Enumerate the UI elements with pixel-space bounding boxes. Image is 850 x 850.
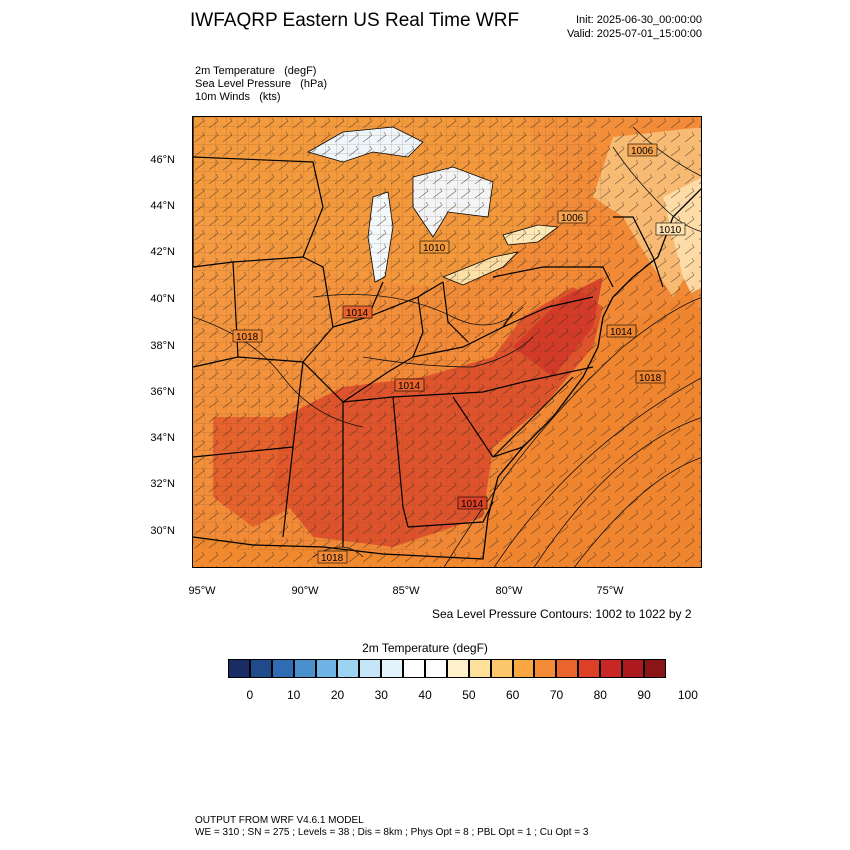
colorbar (228, 659, 666, 678)
coastline (193, 188, 701, 560)
colorbar-swatch (534, 659, 557, 678)
colorbar-tick-label: 90 (637, 688, 651, 702)
pressure-label: 1014 (461, 499, 484, 510)
colorbar-swatch (556, 659, 579, 678)
time-info: Init: 2025-06-30_00:00:00 Valid: 2025-07… (567, 13, 702, 41)
lat-label: 34°N (150, 432, 175, 444)
field-temperature: 2m Temperature (degF) (195, 65, 317, 77)
pressure-label: 1014 (398, 381, 421, 392)
pressure-label: 1014 (346, 308, 369, 319)
lon-label: 75°W (596, 585, 624, 597)
model-config: WE = 310 ; SN = 275 ; Levels = 38 ; Dis … (195, 827, 589, 838)
model-info: OUTPUT FROM WRF V4.6.1 MODEL WE = 310 ; … (195, 815, 588, 839)
init-time: Init: 2025-06-30_00:00:00 (576, 14, 702, 26)
colorbar-swatch (446, 659, 469, 678)
colorbar-swatch (490, 659, 513, 678)
pressure-label: 1010 (659, 225, 682, 236)
colorbar-swatch (512, 659, 535, 678)
colorbar-swatch (468, 659, 491, 678)
colorbar-tick-label: 80 (593, 688, 607, 702)
colorbar-tick-label: 30 (374, 688, 388, 702)
colorbar-tick-label: 50 (462, 688, 476, 702)
map-title: IWFAQRP Eastern US Real Time WRF (190, 10, 520, 31)
colorbar-swatch (228, 659, 250, 678)
colorbar-tick-label: 20 (330, 688, 345, 702)
colorbar-tick-label: 60 (506, 688, 520, 702)
colorbar-title: 2m Temperature (degF) (362, 641, 488, 655)
colorbar-swatch (381, 659, 404, 678)
pressure-label: 1006 (561, 213, 584, 224)
lat-label: 44°N (150, 200, 175, 212)
colorbar-swatch (249, 659, 272, 678)
map-svg: 1006 1006 1010 1010 1014 1014 1014 1018 … (193, 117, 701, 567)
colorbar-swatch (622, 659, 644, 678)
model-version: OUTPUT FROM WRF V4.6.1 MODEL (195, 815, 364, 826)
colorbar-tick-label: 0 (246, 688, 254, 702)
colorbar-tick-label: 40 (418, 688, 432, 702)
lat-label: 32°N (150, 478, 175, 490)
lat-label: 36°N (150, 386, 175, 398)
pressure-label-group: 1006 1006 1010 1010 1014 1014 1014 1018 … (232, 143, 686, 564)
colorbar-swatch (293, 659, 316, 678)
colorbar-swatch (578, 659, 601, 678)
pressure-label: 1018 (639, 373, 662, 384)
colorbar-ticks: 0 10 20 30 40 50 60 70 80 90 100 (228, 688, 698, 704)
lon-label: 95°W (188, 585, 216, 597)
colorbar-swatch (315, 659, 338, 678)
lon-label: 85°W (392, 585, 420, 597)
colorbar-tick-label: 100 (677, 688, 698, 702)
colorbar-swatch (600, 659, 623, 678)
lat-label: 30°N (150, 525, 175, 537)
colorbar-swatch (643, 659, 666, 678)
lon-label: 80°W (495, 585, 523, 597)
colorbar-swatch (337, 659, 360, 678)
colorbar-tick-label: 70 (549, 688, 564, 702)
weather-map: 1006 1006 1010 1010 1014 1014 1014 1018 … (192, 116, 702, 568)
state-borders (193, 117, 664, 547)
pressure-label: 1014 (610, 327, 633, 338)
field-pressure: Sea Level Pressure (hPa) (195, 78, 328, 90)
valid-time: Valid: 2025-07-01_15:00:00 (567, 28, 702, 40)
lat-label: 40°N (150, 293, 175, 305)
pressure-label: 1018 (321, 553, 344, 564)
pressure-label: 1018 (236, 332, 259, 343)
lat-label: 42°N (150, 246, 175, 258)
colorbar-swatch (271, 659, 294, 678)
field-list: 2m Temperature (degF) Sea Level Pressure… (195, 65, 327, 104)
colorbar-swatch (359, 659, 382, 678)
contour-note: Sea Level Pressure Contours: 1002 to 102… (432, 607, 692, 621)
lat-label: 46°N (150, 154, 175, 166)
field-winds: 10m Winds (kts) (195, 91, 281, 103)
colorbar-swatch (403, 659, 426, 678)
pressure-label: 1010 (423, 243, 446, 254)
lat-label: 38°N (150, 340, 175, 352)
colorbar-swatch (425, 659, 447, 678)
lon-label: 90°W (291, 585, 319, 597)
wind-barbs (193, 117, 701, 567)
pressure-label: 1006 (631, 146, 654, 157)
colorbar-tick-label: 10 (287, 688, 301, 702)
